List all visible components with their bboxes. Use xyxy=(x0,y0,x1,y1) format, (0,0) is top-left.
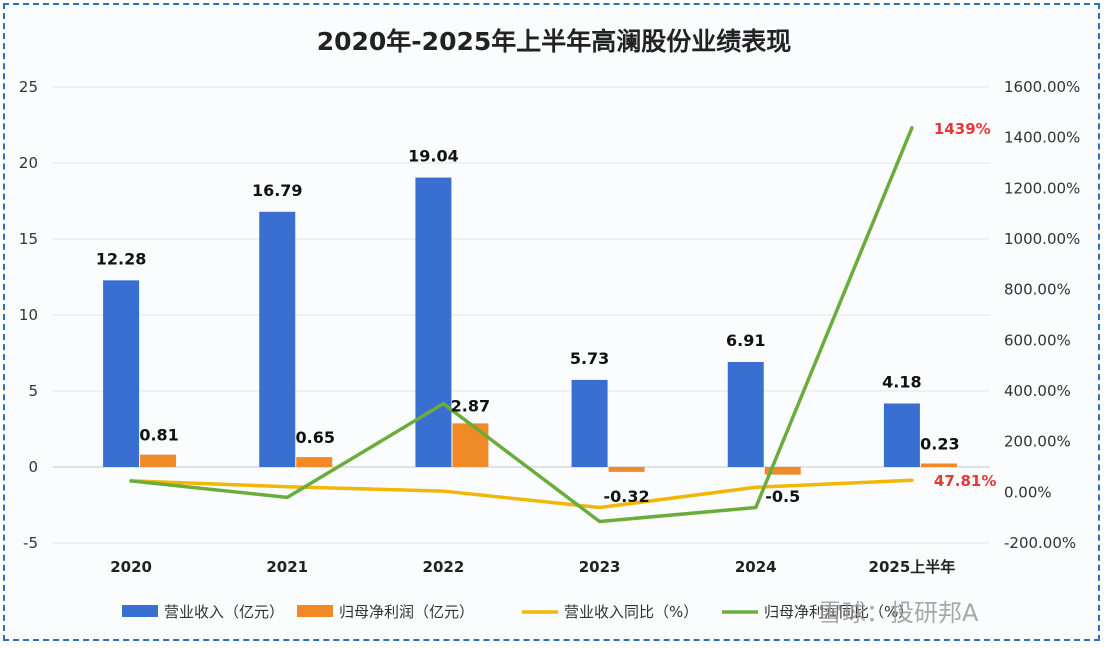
right-tick-label: 400.00% xyxy=(1004,382,1071,400)
data-label: 4.18 xyxy=(882,372,921,391)
bar-net-profit xyxy=(920,463,957,467)
right-axis: -200.00% 0.00% 200.00% 400.00% 600.00% 800.00… xyxy=(1004,78,1080,552)
bar-revenue xyxy=(571,379,608,467)
bar-net-profit xyxy=(764,467,801,475)
right-tick-label: 1600.00% xyxy=(1004,78,1080,96)
right-tick-label: 200.00% xyxy=(1004,433,1071,451)
x-tick-label: 2024 xyxy=(735,558,777,576)
data-label: 5.73 xyxy=(570,349,609,368)
legend-label: 营业收入（亿元） xyxy=(164,603,284,621)
right-tick-label: 600.00% xyxy=(1004,331,1071,349)
chart-frame xyxy=(3,3,1100,641)
highlight-label: 1439% xyxy=(934,120,991,138)
data-label: 2.87 xyxy=(451,396,490,415)
x-tick-label: 2025上半年 xyxy=(869,558,956,576)
left-tick-label: 0 xyxy=(28,458,38,476)
left-tick-label: 25 xyxy=(19,78,38,96)
left-tick-label: 10 xyxy=(19,306,38,324)
legend: 营业收入（亿元） 归母净利润（亿元） 营业收入同比（%） 归母净利润同比（%） xyxy=(122,603,913,621)
right-tick-label: 1200.00% xyxy=(1004,179,1080,197)
data-label: 6.91 xyxy=(726,331,765,350)
x-tick-label: 2020 xyxy=(110,558,152,576)
bar-net-profit xyxy=(296,457,333,467)
left-tick-label: 20 xyxy=(19,154,38,172)
watermark-text: 雪球：投研邦A xyxy=(818,599,979,627)
left-tick-label: 15 xyxy=(19,230,38,248)
bar-net-profit xyxy=(452,423,489,467)
highlight-label: 47.81% xyxy=(934,472,996,490)
bar-revenue xyxy=(415,177,452,468)
bar-revenue xyxy=(103,280,140,467)
legend-label: 归母净利润同比（%） xyxy=(764,603,913,621)
data-label: 19.04 xyxy=(408,147,459,166)
right-tick-label: 0.00% xyxy=(1004,483,1052,501)
left-tick-label: 5 xyxy=(28,382,38,400)
x-axis: 2020 2021 2022 2023 2024 2025上半年 xyxy=(110,558,955,576)
right-tick-label: 800.00% xyxy=(1004,281,1071,299)
data-label: -0.5 xyxy=(765,487,800,506)
x-tick-label: 2022 xyxy=(423,558,465,576)
left-tick-label: -5 xyxy=(23,534,38,552)
bar-net-profit xyxy=(140,454,177,467)
gridlines xyxy=(53,86,990,544)
legend-label: 营业收入同比（%） xyxy=(564,603,698,621)
data-label: 0.65 xyxy=(296,428,335,447)
bar-net-profit xyxy=(608,467,645,472)
line-revenue-yoy xyxy=(129,478,914,510)
x-tick-label: 2023 xyxy=(579,558,621,576)
legend-swatch xyxy=(297,605,333,617)
data-label: 0.23 xyxy=(920,435,959,454)
data-label: 16.79 xyxy=(252,181,303,200)
bar-revenue xyxy=(727,361,764,467)
left-axis: -5 0 5 10 15 20 25 xyxy=(19,78,38,552)
bar-revenue xyxy=(259,211,296,467)
right-tick-label: 1000.00% xyxy=(1004,230,1080,248)
legend-label: 归母净利润（亿元） xyxy=(339,603,474,621)
bar-revenue xyxy=(883,403,920,467)
data-label: -0.32 xyxy=(604,487,650,506)
legend-swatch xyxy=(122,605,158,617)
right-tick-label: 1400.00% xyxy=(1004,129,1080,147)
chart-title: 2020年-2025年上半年高澜股份业绩表现 xyxy=(317,27,792,56)
data-label: 12.28 xyxy=(96,249,147,268)
data-label: 0.81 xyxy=(139,426,178,445)
data-labels: 12.28 16.79 19.04 5.73 6.91 4.18 0.81 0.65 2.87 -… xyxy=(96,120,997,506)
x-tick-label: 2021 xyxy=(266,558,308,576)
right-tick-label: -200.00% xyxy=(1004,534,1076,552)
line-profit-yoy xyxy=(129,126,914,524)
lines xyxy=(129,126,914,524)
